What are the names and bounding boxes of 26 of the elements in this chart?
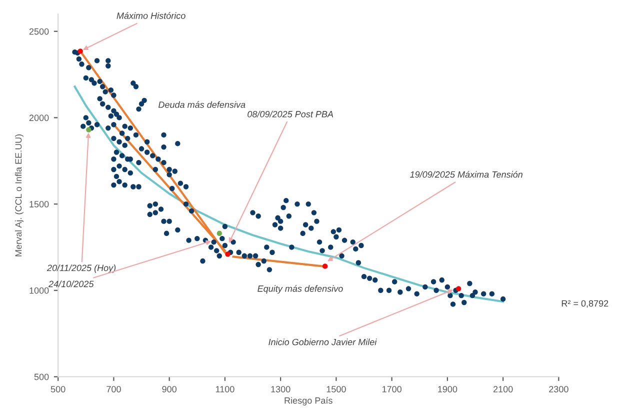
x-tick-label: 2300 xyxy=(549,386,568,392)
y-tick-label: 1000 xyxy=(30,287,49,294)
x-tick-label: 700 xyxy=(106,386,121,392)
annotation: 08/09/2025 Post PBA xyxy=(248,110,334,118)
y-axis-title: Merval Aj. (CCL o Infla EE.UU) xyxy=(15,134,24,256)
annotation: 24/10/2025 xyxy=(48,280,94,288)
x-tick-label: 2100 xyxy=(493,386,513,392)
y-tick-label: 1500 xyxy=(30,201,49,208)
x-axis-title: Riesgo País xyxy=(284,396,332,406)
y-tick-label: 2500 xyxy=(29,28,49,35)
annotation: 19/09/2025 Máxima Tensión xyxy=(410,170,522,178)
annotation: 20/11/2025 (Hoy) xyxy=(46,264,116,273)
y-tick-label: 2000 xyxy=(29,114,49,122)
annotation: Equity más defensivo xyxy=(258,285,343,294)
annotation: Inicio Gobierno Javier Milei xyxy=(268,338,377,346)
x-tick-label: 1900 xyxy=(438,386,458,392)
annotation: Deuda más defensiva xyxy=(158,101,246,108)
y-tick-label: 500 xyxy=(34,374,49,380)
x-tick-label: 900 xyxy=(162,386,177,392)
x-tick-label: 1500 xyxy=(326,386,346,392)
x-tick-label: 1700 xyxy=(382,386,402,392)
x-tick-label: 500 xyxy=(50,386,66,392)
x-tick-label: 1300 xyxy=(271,386,290,392)
annotation: Máximo Histórico xyxy=(116,12,186,19)
text: R² = 0,8792 xyxy=(562,300,608,308)
x-tick-label: 1100 xyxy=(216,386,234,392)
